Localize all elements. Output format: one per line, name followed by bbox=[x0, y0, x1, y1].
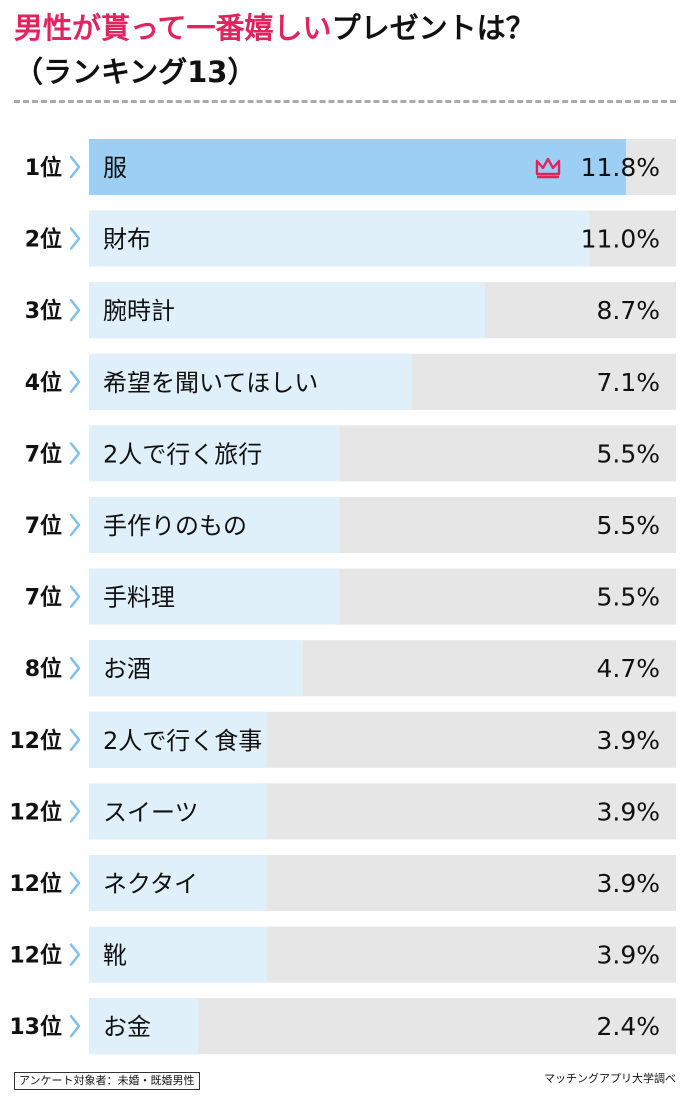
rank-label: 4位 bbox=[25, 370, 62, 396]
bar bbox=[89, 783, 267, 840]
bar bbox=[89, 998, 199, 1055]
rank-label: 7位 bbox=[25, 513, 62, 539]
chart-row: 12位 靴 3.9% bbox=[9, 926, 676, 983]
chevron-right-icon bbox=[69, 656, 81, 680]
rank-label: 2位 bbox=[25, 227, 62, 253]
rank-label: 3位 bbox=[25, 298, 62, 324]
chevron-right-icon bbox=[69, 728, 81, 752]
rank-label: 12位 bbox=[9, 799, 62, 825]
chevron-right-icon bbox=[69, 442, 81, 465]
category-label: 財布 bbox=[103, 226, 151, 254]
rank-label: 12位 bbox=[9, 943, 62, 969]
chart-row: 12位 スイーツ 3.9% bbox=[9, 783, 676, 840]
chevron-right-icon bbox=[69, 800, 81, 823]
bar bbox=[89, 210, 590, 267]
category-label: 服 bbox=[103, 154, 127, 182]
dashed-divider bbox=[14, 100, 676, 103]
chevron-right-icon bbox=[69, 513, 81, 537]
value-label: 3.9% bbox=[596, 869, 660, 898]
value-label: 5.5% bbox=[596, 511, 660, 540]
bar bbox=[89, 139, 626, 195]
rank-label: 7位 bbox=[25, 441, 62, 467]
bar bbox=[89, 282, 485, 339]
chevron-right-icon bbox=[69, 943, 81, 966]
chevron-right-icon bbox=[69, 585, 81, 608]
bar bbox=[89, 855, 267, 911]
bar bbox=[89, 425, 340, 482]
chevron-right-icon bbox=[69, 155, 81, 179]
category-label: 腕時計 bbox=[103, 297, 175, 325]
value-label: 4.7% bbox=[596, 654, 660, 683]
chart-row: 13位 お金 2.4% bbox=[9, 998, 676, 1055]
value-label: 3.9% bbox=[596, 726, 660, 755]
bar bbox=[89, 640, 303, 697]
category-label: お金 bbox=[103, 1013, 151, 1041]
category-label: 2人で行く旅行 bbox=[103, 440, 262, 468]
value-label: 11.0% bbox=[581, 225, 660, 254]
rank-label: 12位 bbox=[9, 871, 62, 897]
rank-label: 8位 bbox=[25, 656, 62, 682]
chart-row: 2位 財布 11.0% bbox=[25, 210, 676, 267]
value-label: 5.5% bbox=[596, 439, 660, 468]
chart-row: 1位 服 11.8% bbox=[25, 139, 676, 195]
category-label: 手料理 bbox=[103, 584, 175, 612]
rank-label: 7位 bbox=[25, 585, 62, 611]
bar bbox=[89, 568, 340, 625]
title-highlight: 男性が貰って一番嬉しい bbox=[14, 11, 332, 45]
chart-row: 7位 手作りのもの 5.5% bbox=[25, 497, 676, 553]
chart-row: 3位 腕時計 8.7% bbox=[25, 282, 676, 339]
category-label: 2人で行く食事 bbox=[103, 727, 262, 755]
category-label: お酒 bbox=[103, 655, 151, 683]
category-label: スイーツ bbox=[103, 798, 199, 826]
chart-row: 4位 希望を聞いてほしい 7.1% bbox=[25, 353, 676, 410]
chevron-right-icon bbox=[69, 1014, 81, 1038]
chart-subtitle: （ランキング13） bbox=[14, 55, 257, 89]
chart-title: 男性が貰って一番嬉しいプレゼントは？ bbox=[14, 8, 674, 48]
chart-row: 12位 ネクタイ 3.9% bbox=[9, 855, 676, 911]
value-label: 2.4% bbox=[596, 1012, 660, 1041]
rank-label: 1位 bbox=[25, 155, 62, 181]
category-label: 手作りのもの bbox=[103, 512, 247, 540]
crown-icon bbox=[535, 157, 561, 179]
rank-label: 13位 bbox=[9, 1014, 62, 1040]
bar bbox=[89, 497, 340, 553]
chevron-right-icon bbox=[69, 370, 81, 394]
rank-label: 12位 bbox=[9, 728, 62, 754]
chart-row: 12位 2人で行く食事 3.9% bbox=[9, 711, 676, 768]
category-label: 希望を聞いてほしい bbox=[103, 369, 318, 397]
value-label: 3.9% bbox=[596, 797, 660, 826]
value-label: 7.1% bbox=[596, 368, 660, 397]
category-label: 靴 bbox=[103, 942, 127, 970]
chart-row: 7位 2人で行く旅行 5.5% bbox=[25, 425, 676, 482]
chevron-right-icon bbox=[69, 298, 81, 322]
bar bbox=[89, 711, 267, 768]
bar bbox=[89, 926, 267, 983]
chart-row: 8位 お酒 4.7% bbox=[25, 640, 676, 697]
value-label: 8.7% bbox=[596, 296, 660, 325]
value-label: 11.8% bbox=[581, 153, 660, 182]
title-rest: プレゼントは？ bbox=[331, 11, 535, 45]
bar bbox=[89, 353, 413, 410]
source-note: マッチングアプリ大学調べ bbox=[544, 1072, 676, 1085]
value-label: 5.5% bbox=[596, 583, 660, 612]
chevron-right-icon bbox=[69, 871, 81, 895]
chart-row: 7位 手料理 5.5% bbox=[25, 568, 676, 625]
survey-target-note: アンケート対象者：未婚・既婚男性 bbox=[14, 1072, 200, 1090]
chevron-right-icon bbox=[69, 227, 81, 250]
value-label: 3.9% bbox=[596, 941, 660, 970]
category-label: ネクタイ bbox=[103, 870, 198, 898]
